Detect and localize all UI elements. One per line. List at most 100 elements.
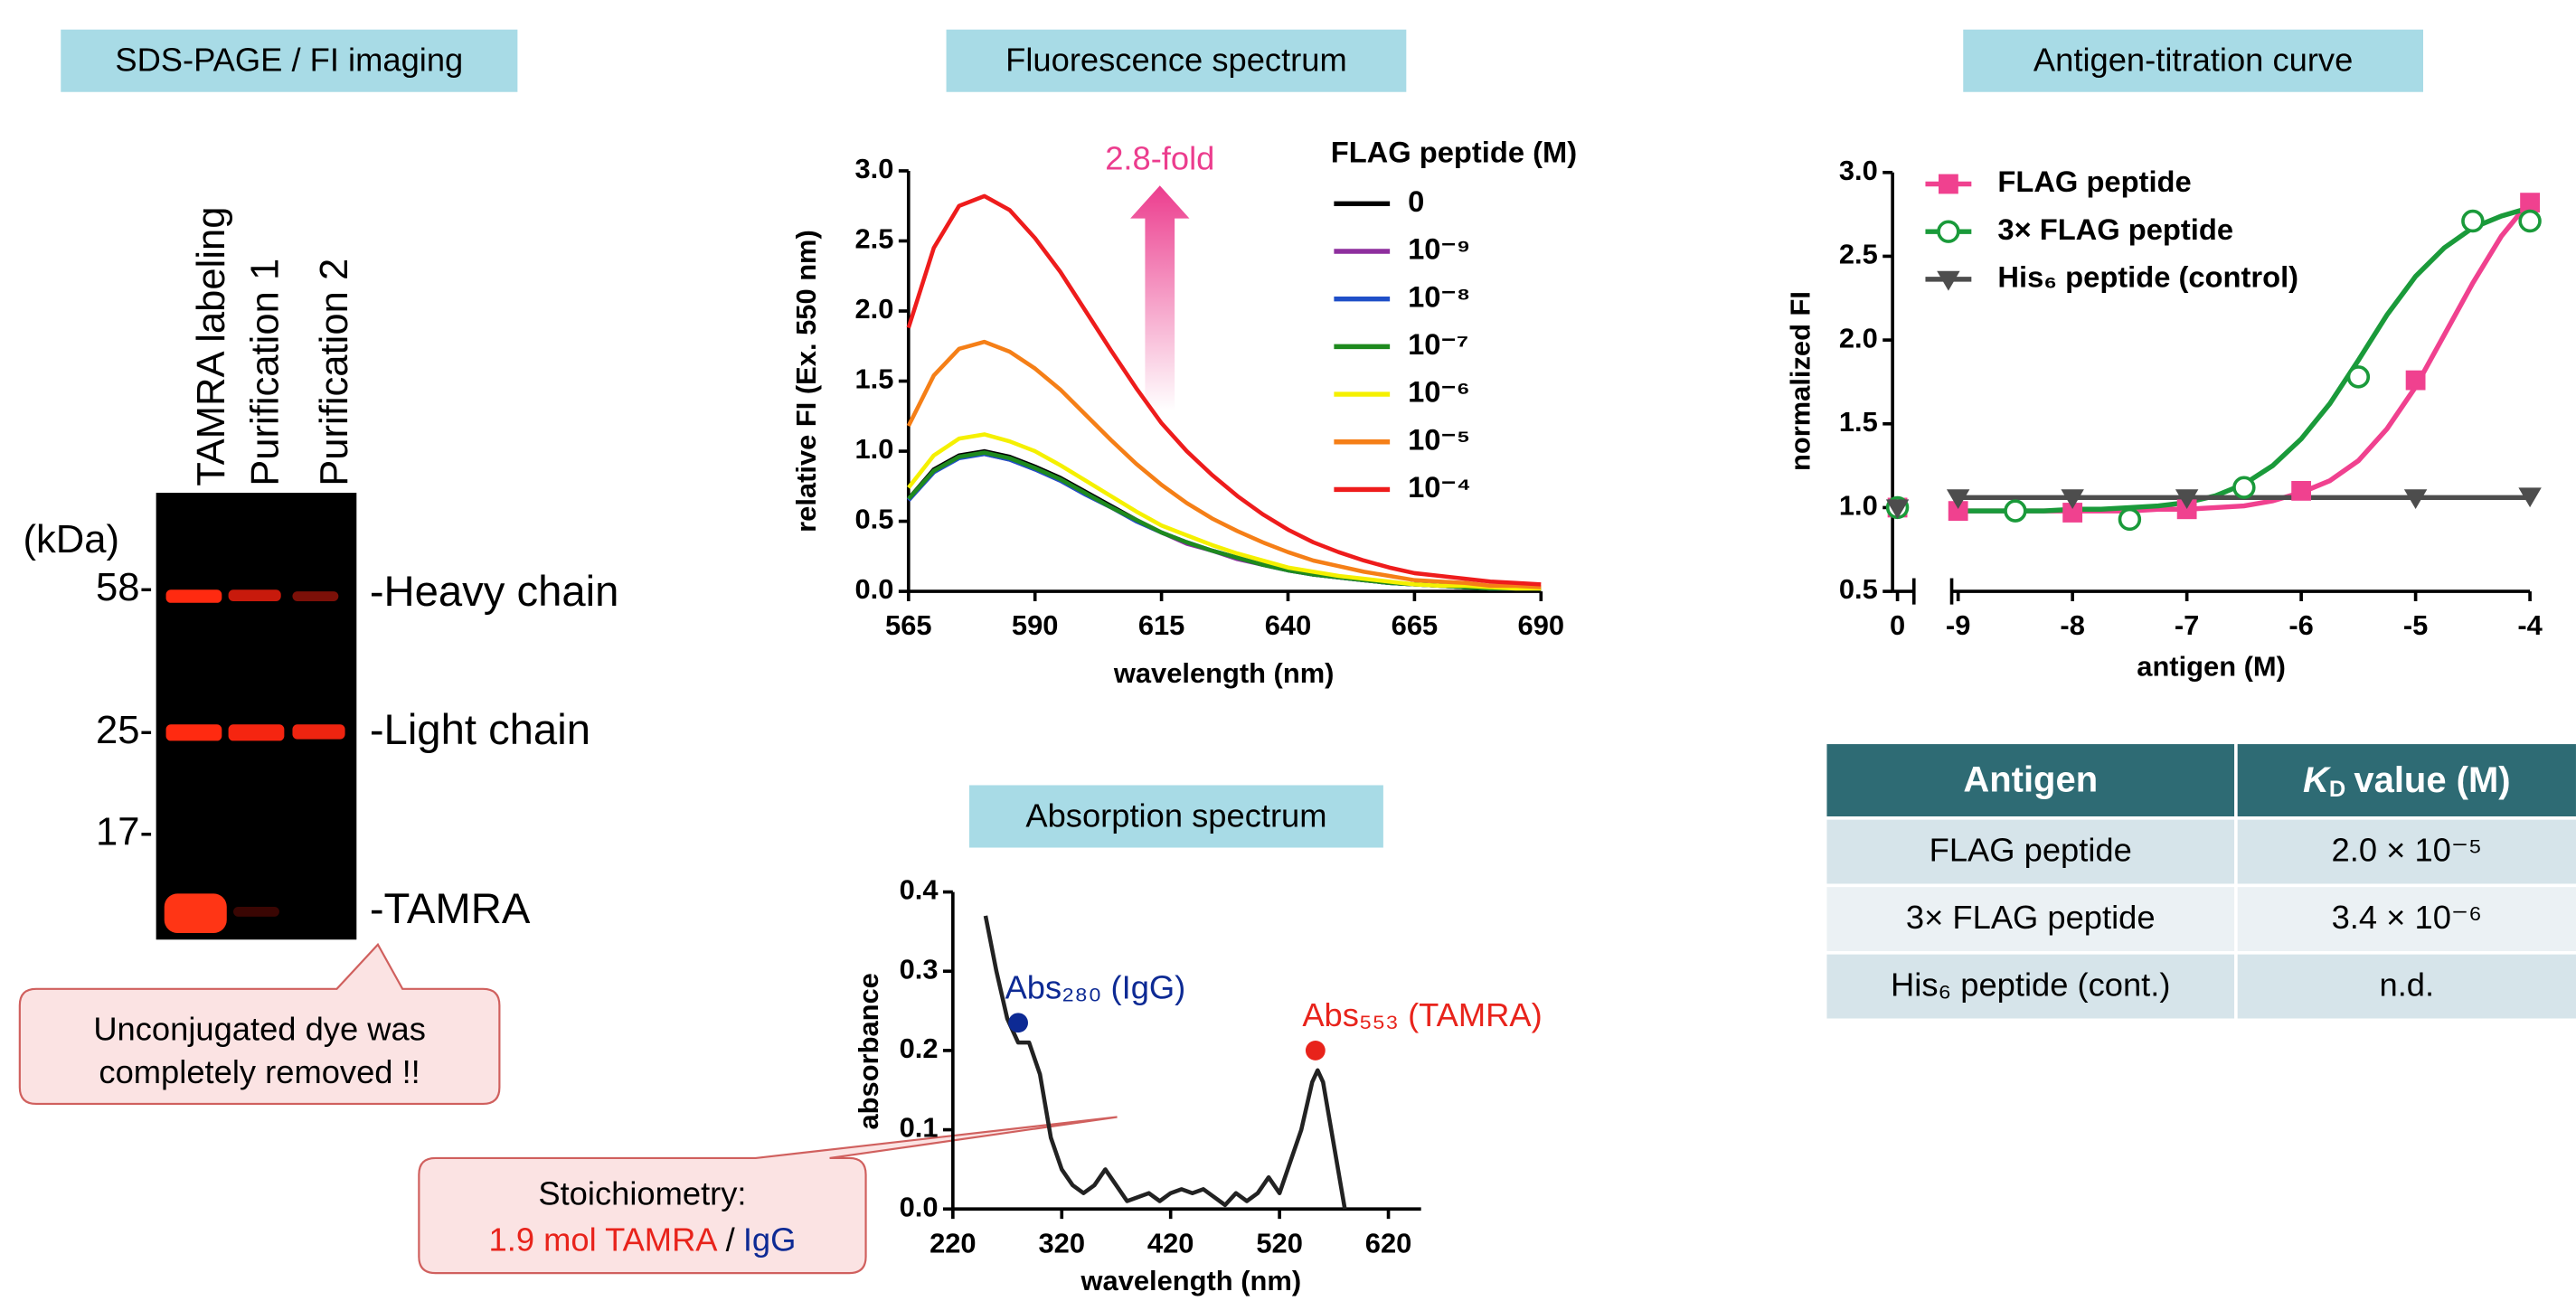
chart-title: Antigen-titration curve bbox=[2033, 42, 2353, 79]
band bbox=[229, 724, 285, 740]
band bbox=[166, 589, 222, 603]
cell-text: 3× FLAG peptide bbox=[1906, 899, 2156, 936]
y-tick-label: 0.5 bbox=[1839, 573, 1878, 605]
legend-label: FLAG peptide bbox=[1997, 165, 2191, 198]
legend-label: 10⁻⁶ bbox=[1408, 375, 1470, 409]
chart-title: Fluorescence spectrum bbox=[1005, 42, 1347, 79]
marker bbox=[2463, 212, 2483, 231]
kd-subscript: D bbox=[2329, 777, 2345, 802]
legend-label: 10⁻⁹ bbox=[1408, 232, 1470, 266]
marker bbox=[2520, 193, 2540, 212]
x-tick-label: 640 bbox=[1265, 609, 1312, 641]
y-tick-label: 3.0 bbox=[1839, 155, 1878, 186]
callout-text: Stoichiometry: bbox=[538, 1174, 746, 1211]
legend-label: 3× FLAG peptide bbox=[1997, 212, 2233, 246]
x-tick-label: -4 bbox=[2517, 609, 2542, 641]
legend-label: 0 bbox=[1408, 184, 1424, 218]
band bbox=[292, 591, 338, 601]
marker bbox=[2348, 367, 2368, 387]
x-tick-label: -8 bbox=[2060, 609, 2084, 641]
x-tick-label: 565 bbox=[885, 609, 932, 641]
cell-text: FLAG peptide bbox=[1930, 832, 2132, 869]
x-tick-label: 620 bbox=[1365, 1227, 1412, 1259]
y-tick-label: 2.0 bbox=[855, 293, 894, 325]
legend-label: 10⁻⁴ bbox=[1408, 470, 1471, 504]
y-tick-label: 1.0 bbox=[855, 433, 894, 465]
lane-label: Purification 1 bbox=[244, 259, 288, 486]
legend-label: His₆ peptide (control) bbox=[1997, 260, 2298, 294]
chart: Absorption spectrum 0.0 0.1 0.2 0.3 0.4 220 320… bbox=[853, 785, 1543, 1296]
point-label: Abs₂₈₀ (IgG) bbox=[1005, 968, 1186, 1005]
kd-symbol: K bbox=[2303, 759, 2332, 799]
y-tick-label: 0.3 bbox=[900, 953, 939, 985]
kd-text: value (M) bbox=[2354, 759, 2510, 799]
point bbox=[1306, 1041, 1326, 1061]
cell-text: His₆ peptide (cont.) bbox=[1891, 966, 2170, 1004]
lane-label: TAMRA labeling bbox=[190, 206, 233, 486]
y-tick-label: 2.0 bbox=[1839, 322, 1878, 354]
legend-label: 10⁻⁷ bbox=[1408, 327, 1468, 361]
band-label: -TAMRA bbox=[370, 885, 531, 933]
x-tick-label: 520 bbox=[1256, 1227, 1303, 1259]
line bbox=[986, 916, 1345, 1209]
band bbox=[229, 589, 281, 601]
x-tick-label: -6 bbox=[2288, 609, 2313, 641]
gel-panel: SDS-PAGE / FI imaging TAMRA labeling Pur… bbox=[20, 30, 619, 1104]
y-tick-label: 1.5 bbox=[855, 363, 894, 395]
cell-text: 2.0 × 10⁻⁵ bbox=[2332, 832, 2483, 869]
band bbox=[165, 893, 227, 933]
marker bbox=[2234, 477, 2254, 497]
band bbox=[166, 724, 222, 740]
x-tick-label: 0 bbox=[1890, 609, 1905, 641]
y-tick-label: 0.0 bbox=[900, 1191, 939, 1222]
x-tick-label: -5 bbox=[2403, 609, 2428, 641]
y-axis-label: relative FI (Ex. 550 nm) bbox=[790, 230, 822, 533]
chart-title: Absorption spectrum bbox=[1025, 797, 1326, 834]
y-tick-label: 0.0 bbox=[855, 573, 894, 605]
legend-marker bbox=[1939, 174, 1958, 194]
y-tick-label: 3.0 bbox=[855, 153, 894, 184]
fold-arrow bbox=[1130, 185, 1189, 410]
x-tick-label: 690 bbox=[1518, 609, 1565, 641]
legend-label: 10⁻⁸ bbox=[1408, 279, 1470, 313]
band-label: -Light chain bbox=[370, 706, 590, 754]
callout-text: 1.9 mol TAMRA/IgG bbox=[489, 1221, 797, 1258]
point bbox=[1008, 1013, 1028, 1032]
unit-label: (kDa) bbox=[23, 518, 119, 561]
cell-text: n.d. bbox=[2380, 966, 2435, 1004]
marker bbox=[2005, 501, 2025, 521]
annotation: 2.8-fold bbox=[1105, 140, 1214, 177]
band bbox=[233, 907, 279, 917]
page: { "gel": { "title": "SDS-PAGE / FI imagi… bbox=[0, 0, 2576, 1301]
y-tick-label: 1.5 bbox=[1839, 406, 1878, 438]
x-tick-label: 615 bbox=[1138, 609, 1185, 641]
point-label: Abs₅₅₃ (TAMRA) bbox=[1302, 996, 1542, 1033]
chart: Fluorescence spectrum0.00.51.01.52.02.53… bbox=[790, 30, 1577, 689]
mol-text: 1.9 mol TAMRA bbox=[489, 1221, 719, 1258]
x-tick-label: 320 bbox=[1039, 1227, 1086, 1259]
x-tick-label: -7 bbox=[2175, 609, 2199, 641]
callout-text: completely removed !! bbox=[99, 1053, 420, 1090]
stoichiometry-callout: Stoichiometry: 1.9 mol TAMRA/IgG bbox=[419, 1117, 1117, 1274]
y-tick-label: 0.1 bbox=[900, 1112, 939, 1144]
marker-label: 17- bbox=[96, 811, 153, 854]
chart: Antigen-titration curve0.51.01.52.02.53.… bbox=[1784, 30, 2542, 683]
header-text: Antigen bbox=[1963, 759, 2098, 799]
y-tick-label: 0.4 bbox=[900, 874, 939, 906]
x-tick-label: 220 bbox=[929, 1227, 977, 1259]
gel-image bbox=[156, 493, 357, 939]
cell-text: 3.4 × 10⁻⁶ bbox=[2332, 899, 2482, 936]
x-axis-label: wavelength (nm) bbox=[1080, 1265, 1302, 1296]
marker bbox=[2291, 481, 2311, 501]
lane-label: Purification 2 bbox=[313, 259, 356, 486]
x-tick-label: 590 bbox=[1012, 609, 1059, 641]
x-axis-label: wavelength (nm) bbox=[1113, 657, 1335, 689]
x-tick-label: -9 bbox=[1946, 609, 1970, 641]
legend-marker bbox=[1939, 222, 1958, 241]
fit-line bbox=[1958, 208, 2530, 511]
y-axis-label: normalized FI bbox=[1784, 291, 1816, 471]
y-tick-label: 0.2 bbox=[900, 1032, 939, 1064]
marker-label: 25- bbox=[96, 709, 153, 752]
callout-text: Unconjugated dye was bbox=[93, 1011, 426, 1048]
